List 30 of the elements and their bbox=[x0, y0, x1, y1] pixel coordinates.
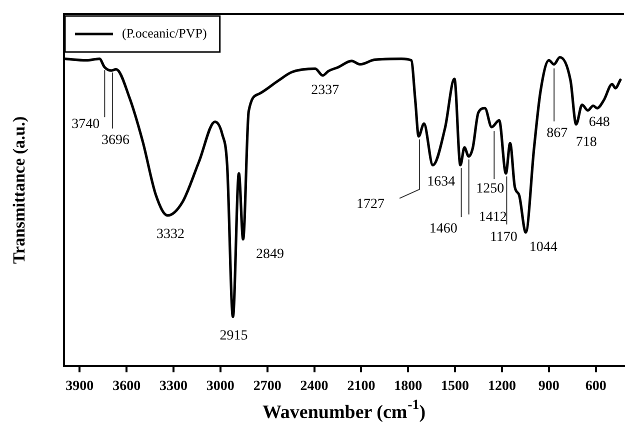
x-tick-label: 2700 bbox=[253, 379, 282, 394]
x-tick-label: 1200 bbox=[488, 379, 516, 394]
annotation: 3696 bbox=[102, 133, 130, 148]
annotation: 1634 bbox=[427, 174, 456, 190]
x-tick-label: 3900 bbox=[66, 379, 94, 394]
annotation: 867 bbox=[546, 126, 568, 142]
annotation: 648 bbox=[588, 114, 610, 130]
x-tick-label: 1800 bbox=[394, 379, 422, 394]
annotation: 1044 bbox=[529, 240, 558, 256]
x-tick-label: 2400 bbox=[300, 379, 328, 394]
annotation: 3332 bbox=[156, 227, 184, 242]
x-tick-label: 600 bbox=[585, 379, 606, 394]
annotation: 1460 bbox=[429, 222, 458, 237]
x-tick-label: 3600 bbox=[112, 379, 141, 394]
x-tick-label: 3300 bbox=[159, 379, 188, 394]
x-tick-label: 2100 bbox=[347, 379, 376, 394]
y-axis-title: Transmittance (a.u.) bbox=[9, 116, 28, 264]
x-tick-label: 3000 bbox=[206, 379, 234, 394]
x-tick-label: 900 bbox=[538, 379, 560, 394]
x-tick-label: 1500 bbox=[441, 379, 470, 394]
annotation: 2849 bbox=[256, 246, 284, 262]
annotation: 718 bbox=[576, 134, 597, 150]
annotation: 1250 bbox=[476, 182, 504, 197]
legend-label: (P.oceanic/PVP) bbox=[122, 25, 207, 40]
annotation: 2915 bbox=[220, 328, 248, 344]
annotation: 3740 bbox=[72, 116, 100, 132]
annotation: 1170 bbox=[490, 230, 518, 246]
annotation: 2337 bbox=[311, 83, 340, 98]
annotation: 1727 bbox=[356, 197, 385, 212]
annotation: 1412 bbox=[478, 210, 507, 226]
